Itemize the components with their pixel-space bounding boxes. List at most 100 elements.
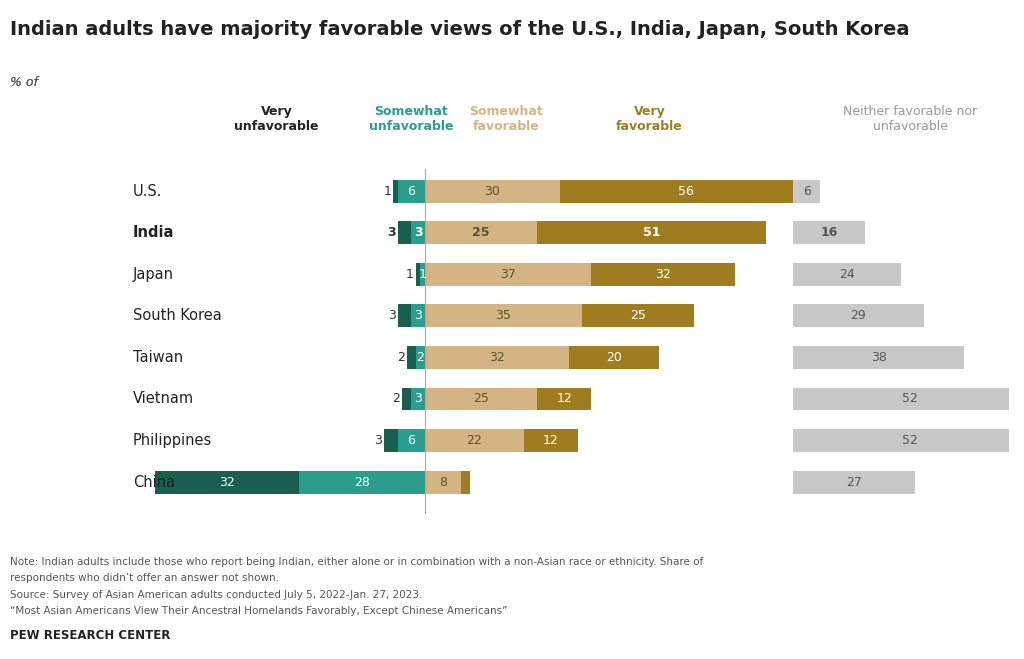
- Text: 2: 2: [392, 393, 400, 405]
- Text: 52: 52: [902, 434, 919, 447]
- Bar: [425, 304, 582, 328]
- Bar: [794, 387, 1024, 411]
- Text: 28: 28: [354, 476, 370, 488]
- Bar: [398, 180, 425, 202]
- Text: 25: 25: [473, 393, 488, 405]
- Text: 2: 2: [417, 351, 424, 364]
- Text: 20: 20: [605, 351, 622, 364]
- Text: 3: 3: [414, 309, 422, 322]
- Text: 1: 1: [419, 268, 427, 281]
- Bar: [425, 346, 568, 369]
- Bar: [794, 346, 964, 369]
- Bar: [568, 346, 658, 369]
- Text: “Most Asian Americans View Their Ancestral Homelands Favorably, Except Chinese A: “Most Asian Americans View Their Ancestr…: [10, 606, 508, 616]
- Text: Source: Survey of Asian American adults conducted July 5, 2022-Jan. 27, 2023.: Source: Survey of Asian American adults …: [10, 590, 423, 600]
- Bar: [416, 346, 425, 369]
- Text: 3: 3: [375, 434, 382, 447]
- Bar: [156, 471, 299, 494]
- Bar: [538, 221, 766, 244]
- Bar: [393, 180, 398, 202]
- Text: 12: 12: [543, 434, 558, 447]
- Text: 29: 29: [851, 309, 866, 322]
- Bar: [425, 471, 461, 494]
- Text: PEW RESEARCH CENTER: PEW RESEARCH CENTER: [10, 629, 171, 643]
- Bar: [425, 263, 591, 285]
- Text: 52: 52: [902, 393, 919, 405]
- Bar: [384, 429, 398, 452]
- Bar: [412, 304, 425, 328]
- Text: Note: Indian adults include those who report being Indian, either alone or in co: Note: Indian adults include those who re…: [10, 557, 703, 567]
- Text: Philippines: Philippines: [133, 433, 212, 448]
- Bar: [398, 304, 412, 328]
- Text: Taiwan: Taiwan: [133, 350, 183, 365]
- Bar: [794, 429, 1024, 452]
- Bar: [794, 263, 901, 285]
- Text: 56: 56: [678, 185, 693, 198]
- Text: Neither favorable nor
unfavorable: Neither favorable nor unfavorable: [843, 105, 977, 133]
- Text: 25: 25: [472, 226, 489, 239]
- Bar: [794, 221, 865, 244]
- Text: 1: 1: [383, 185, 391, 198]
- Text: India: India: [133, 225, 174, 240]
- Text: 8: 8: [439, 476, 446, 488]
- Bar: [420, 263, 425, 285]
- Text: 30: 30: [484, 185, 500, 198]
- Text: Somewhat
unfavorable: Somewhat unfavorable: [369, 105, 454, 133]
- Text: U.S.: U.S.: [133, 184, 162, 198]
- Bar: [538, 387, 591, 411]
- Text: South Korea: South Korea: [133, 308, 221, 324]
- Text: Very
favorable: Very favorable: [616, 105, 683, 133]
- Text: 32: 32: [488, 351, 505, 364]
- Text: 22: 22: [466, 434, 482, 447]
- Bar: [425, 387, 538, 411]
- Text: 35: 35: [496, 309, 511, 322]
- Text: 24: 24: [840, 268, 855, 281]
- Text: % of: % of: [10, 76, 42, 89]
- Bar: [416, 263, 420, 285]
- Bar: [402, 387, 412, 411]
- Bar: [794, 304, 924, 328]
- Text: 32: 32: [655, 268, 671, 281]
- Bar: [425, 221, 538, 244]
- Bar: [412, 221, 425, 244]
- Text: 6: 6: [408, 434, 416, 447]
- Bar: [582, 304, 694, 328]
- Text: 3: 3: [388, 309, 395, 322]
- Text: 3: 3: [414, 393, 422, 405]
- Text: Japan: Japan: [133, 267, 174, 282]
- Text: Somewhat
favorable: Somewhat favorable: [469, 105, 543, 133]
- Text: 12: 12: [556, 393, 572, 405]
- Text: 6: 6: [803, 185, 811, 198]
- Text: 6: 6: [408, 185, 416, 198]
- Text: Very
unfavorable: Very unfavorable: [234, 105, 318, 133]
- Bar: [425, 429, 523, 452]
- Text: 3: 3: [414, 226, 423, 239]
- Text: 37: 37: [500, 268, 516, 281]
- Bar: [398, 429, 425, 452]
- Bar: [412, 387, 425, 411]
- Bar: [560, 180, 811, 202]
- Bar: [461, 471, 470, 494]
- Text: 25: 25: [631, 309, 646, 322]
- Bar: [794, 471, 914, 494]
- Bar: [299, 471, 425, 494]
- Text: China: China: [133, 474, 175, 490]
- Bar: [523, 429, 578, 452]
- Text: 38: 38: [870, 351, 887, 364]
- Text: 32: 32: [219, 476, 234, 488]
- Text: % of: % of: [10, 76, 42, 89]
- Bar: [794, 180, 820, 202]
- Bar: [425, 180, 560, 202]
- Text: 3: 3: [387, 226, 395, 239]
- Bar: [407, 346, 416, 369]
- Text: 27: 27: [846, 476, 862, 488]
- Text: 16: 16: [820, 226, 838, 239]
- Text: 51: 51: [643, 226, 660, 239]
- Text: Indian adults have majority favorable views of the U.S., India, Japan, South Kor: Indian adults have majority favorable vi…: [10, 20, 909, 39]
- Bar: [398, 221, 412, 244]
- Text: 2: 2: [396, 351, 404, 364]
- Text: 1: 1: [406, 268, 414, 281]
- Text: Vietnam: Vietnam: [133, 391, 194, 407]
- Bar: [591, 263, 735, 285]
- Text: respondents who didn’t offer an answer not shown.: respondents who didn’t offer an answer n…: [10, 573, 280, 583]
